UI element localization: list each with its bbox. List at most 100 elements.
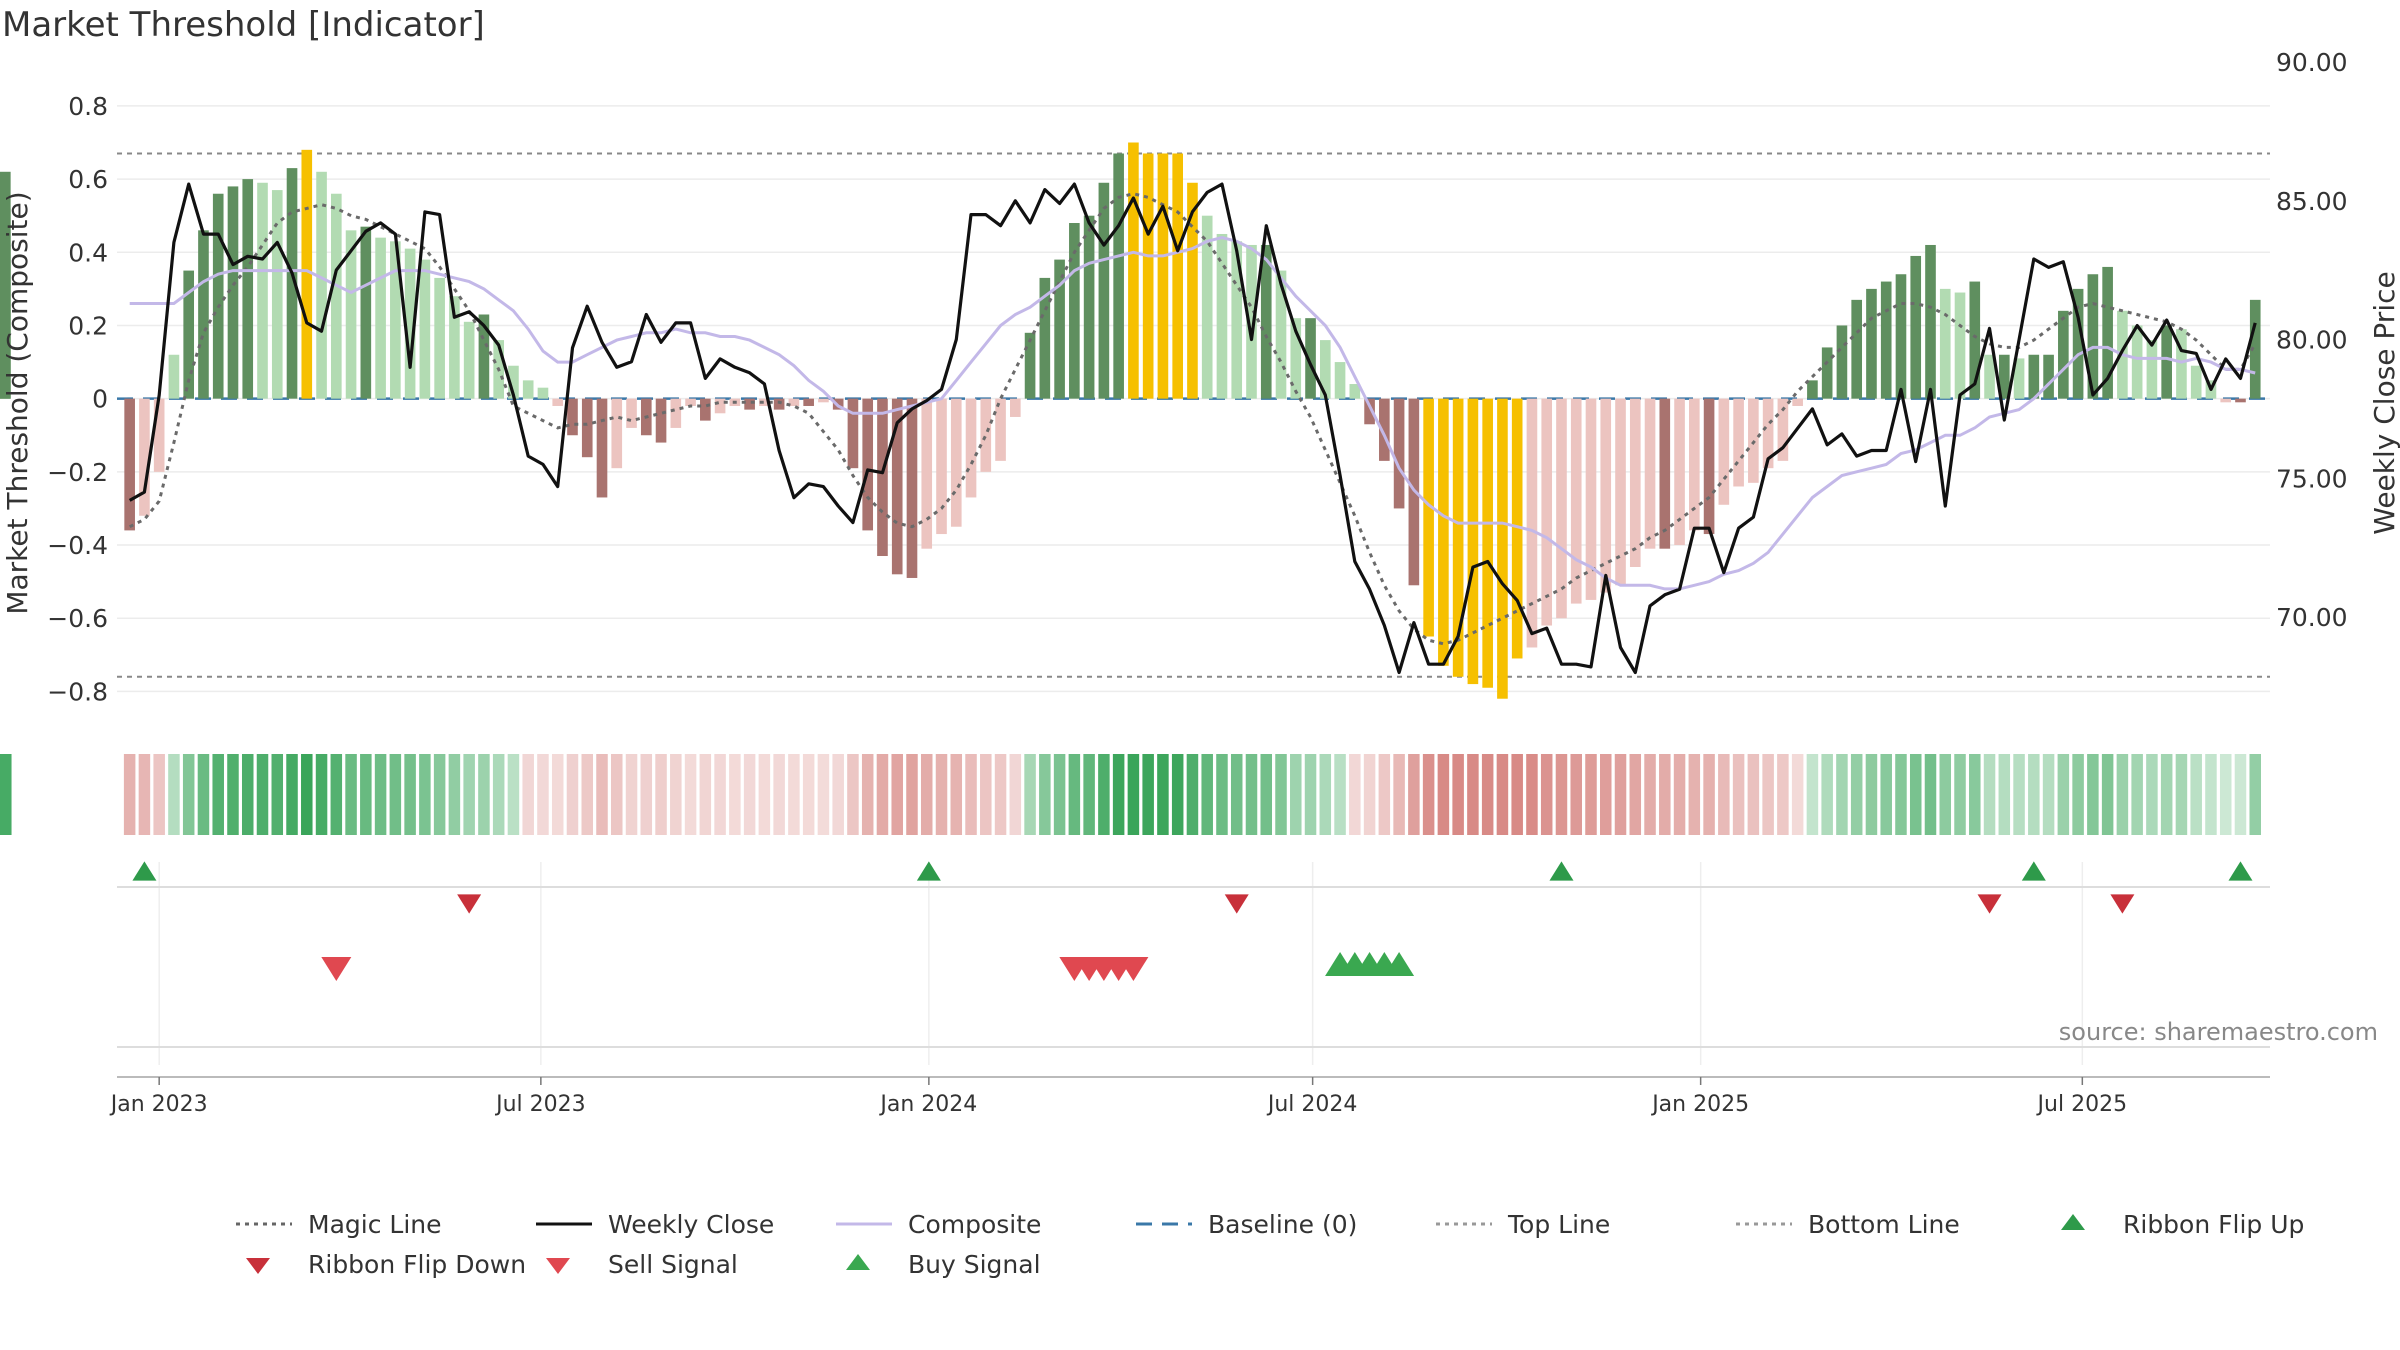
ribbon-cell (1570, 754, 1582, 835)
ribbon-cell (1083, 754, 1095, 835)
ribbon-cell (2190, 754, 2202, 835)
composite-bar (1009, 398, 1021, 417)
composite-bar (862, 398, 874, 531)
composite-bar (1866, 288, 1877, 399)
composite-bar (552, 398, 564, 406)
ribbon-cell (847, 754, 859, 835)
y-tick-label: −0.4 (47, 531, 108, 560)
ribbon-flip-down-marker (457, 894, 482, 914)
composite-bar (1792, 398, 1803, 406)
composite-bar (1024, 332, 1036, 399)
composite-bar (700, 398, 711, 421)
ribbon-cell (788, 754, 800, 835)
ribbon-strip (0, 754, 2261, 835)
ribbon-cell (1068, 754, 1081, 835)
ribbon-cell (1540, 754, 1553, 835)
legend-label: Weekly Close (608, 1210, 774, 1239)
composite-bar (1334, 362, 1346, 399)
composite-bar (271, 190, 283, 399)
composite-bar (212, 193, 224, 399)
y2-tick-label: 75.00 (2276, 464, 2348, 493)
composite-bar (2087, 274, 2099, 399)
ribbon-flip-down-marker (2110, 894, 2135, 914)
ribbon-cell (566, 754, 579, 835)
ribbon-cell (714, 754, 726, 835)
composite-bar (1703, 398, 1715, 535)
ribbon-cell (2234, 754, 2247, 835)
composite-bar (670, 398, 682, 428)
ribbon-cell (2131, 754, 2143, 835)
composite-bar (508, 365, 519, 399)
composite-bar (714, 398, 726, 414)
right-y-axis: 70.00 75.00 80.00 85.00 90.00 (2276, 48, 2348, 632)
composite-bar (2176, 329, 2187, 399)
ribbon-cell (1393, 754, 1405, 835)
ribbon-cell (2249, 754, 2261, 835)
composite-bar (168, 354, 180, 399)
ribbon-cell (507, 754, 520, 835)
weekly-close-line (128, 182, 2257, 675)
composite-bar (1497, 398, 1508, 699)
chart-title: Market Threshold [Indicator] (2, 5, 485, 45)
composite-bar (404, 248, 416, 399)
ribbon-cell (2087, 754, 2099, 835)
composite-bar (1364, 398, 1375, 425)
ribbon-cell (212, 754, 224, 835)
ribbon-cell (773, 754, 785, 835)
composite-bar (1083, 215, 1095, 399)
ribbon-cell (1555, 754, 1568, 835)
x-axis: Jan 2023 Jul 2023 Jan 2024 Jul 2024 Jan 2025… (109, 1076, 2270, 1117)
ribbon-cell (1334, 754, 1346, 835)
composite-bar (2102, 266, 2113, 399)
composite-bar (419, 259, 431, 399)
ribbon-cell (1747, 754, 1760, 835)
composite-bar (0, 171, 11, 399)
ribbon-cell (1511, 754, 1523, 835)
ribbon-cell (301, 754, 313, 835)
composite-bar (1718, 398, 1730, 505)
y-axis-label: Market Threshold (Composite) (1, 191, 34, 614)
ribbon-cell (1127, 754, 1140, 835)
ribbon-cell (1850, 754, 1863, 835)
ribbon-cell (522, 754, 534, 835)
composite-bar (1615, 398, 1626, 586)
composite-bar (1644, 398, 1656, 549)
ribbon-cell (1673, 754, 1686, 835)
composite-bar (1570, 398, 1582, 604)
ribbon-cell (994, 754, 1007, 835)
legend-label: Buy Signal (908, 1250, 1041, 1279)
composite-bar (1290, 318, 1302, 399)
legend-swatch-down (546, 1258, 570, 1274)
y-tick-label: −0.8 (47, 677, 108, 706)
composite-bar (1201, 215, 1213, 399)
composite-bar (1113, 153, 1124, 399)
sell-signal-marker (1118, 957, 1149, 981)
composite-bar (1836, 325, 1848, 399)
ribbon-cell (1703, 754, 1715, 835)
x-tick-label: Jul 2024 (1266, 1092, 1358, 1117)
composite-bar (522, 380, 534, 399)
composite-bar (611, 398, 623, 469)
ribbon-cell (1836, 754, 1848, 835)
ribbon-cell (1983, 754, 1996, 835)
ribbon-cell (1659, 754, 1671, 835)
composite-bar (1319, 340, 1331, 399)
ribbon-cell (1895, 754, 1907, 835)
x-tick-label: Jan 2023 (109, 1092, 208, 1117)
ribbon-cell (2146, 754, 2158, 835)
ribbon-cell (1718, 754, 1730, 835)
ribbon-cell (1599, 754, 1612, 835)
composite-bar (1777, 398, 1789, 461)
composite-bar (390, 241, 401, 399)
composite-bar (316, 171, 327, 399)
ribbon-cell (182, 754, 195, 835)
ribbon-cell (1880, 754, 1892, 835)
ribbon-cell (1481, 754, 1494, 835)
ribbon-cell (2057, 754, 2070, 835)
composite-bar (478, 314, 490, 399)
composite-bar (567, 398, 578, 436)
composite-bar (330, 193, 342, 399)
legend-item: Top Line (1436, 1210, 1610, 1239)
ribbon-cell (1954, 754, 1966, 835)
ribbon-cell (1304, 754, 1317, 835)
